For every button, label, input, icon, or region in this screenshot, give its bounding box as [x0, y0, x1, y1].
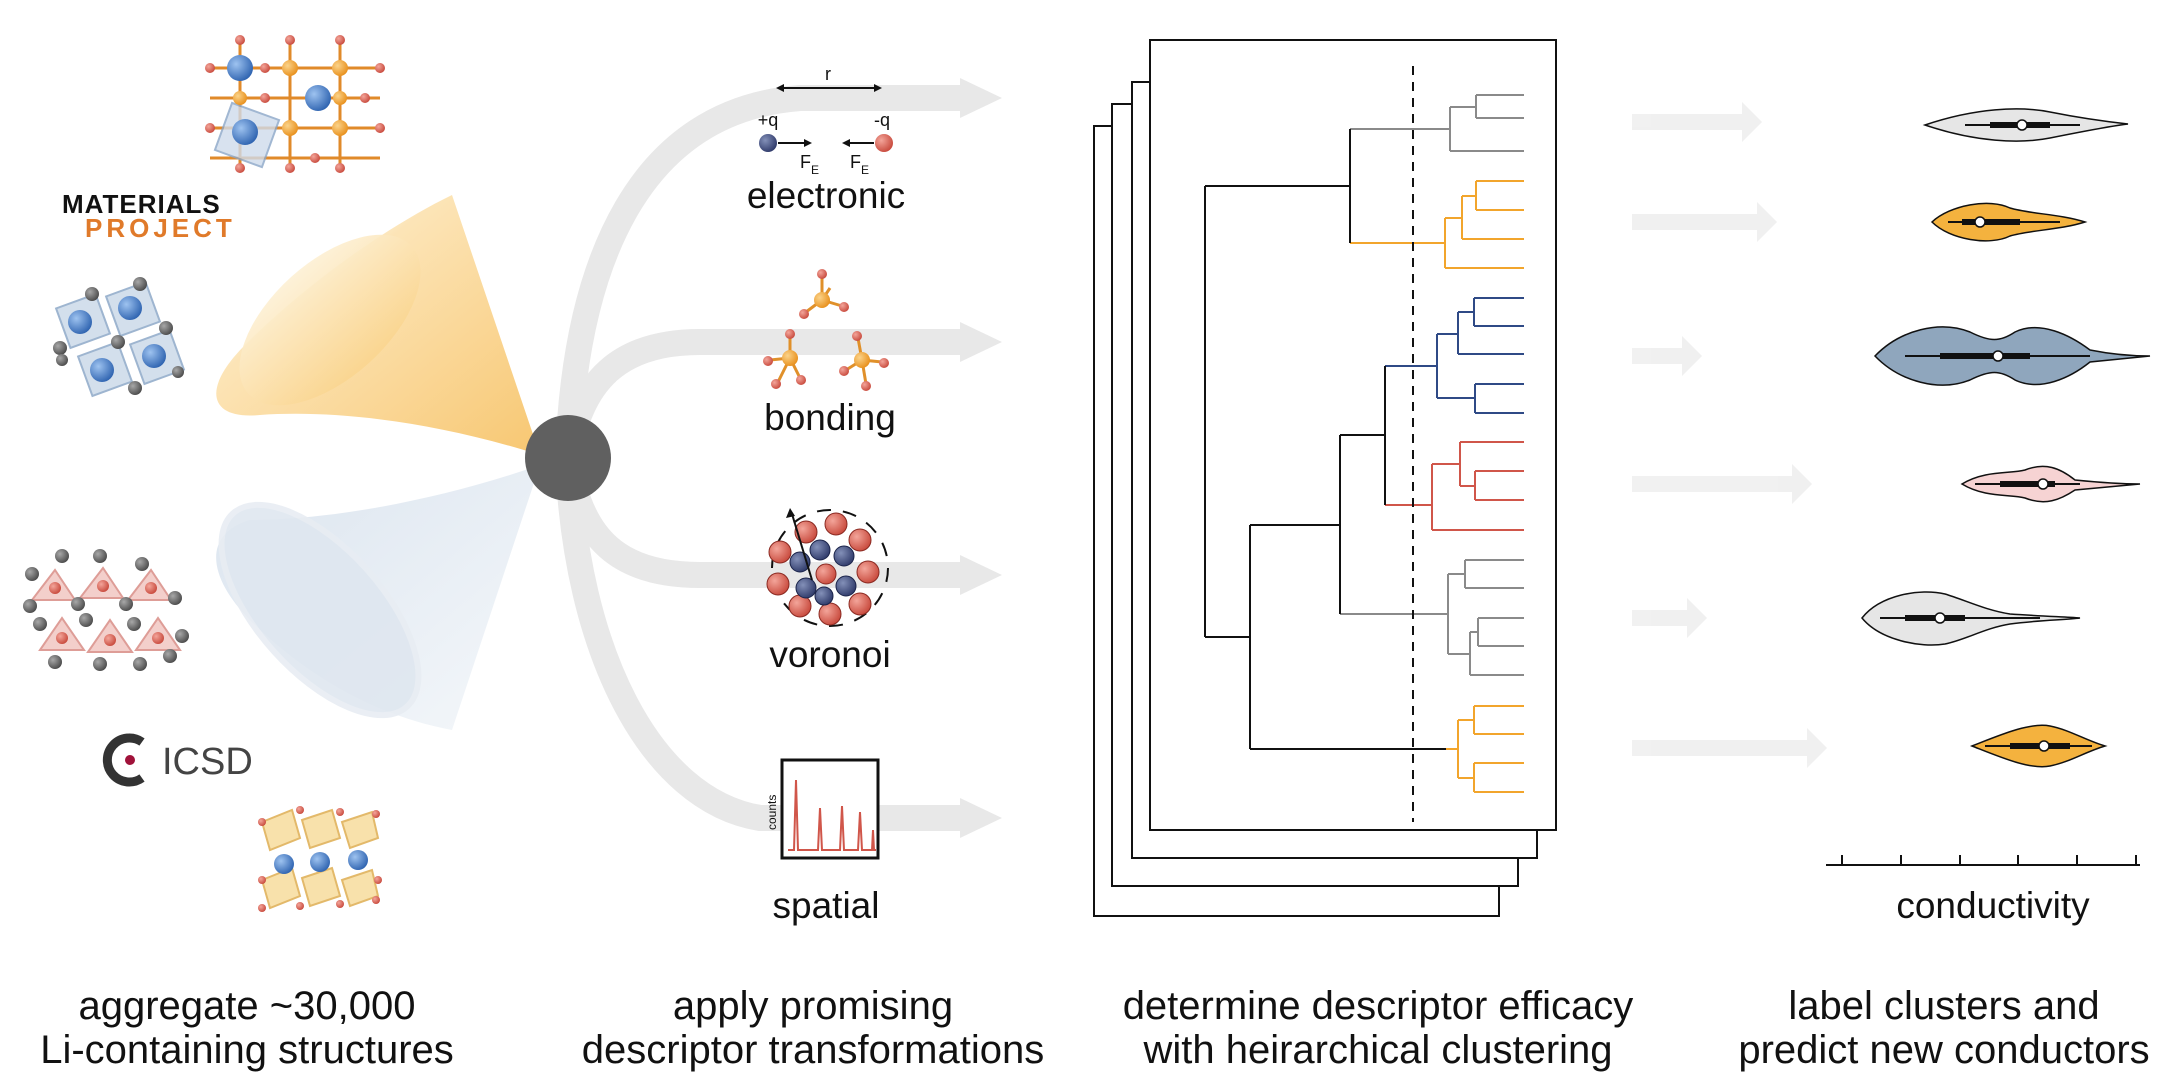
blue-funnel [216, 465, 540, 730]
hub-node [525, 415, 611, 501]
force-label-right: FE [850, 152, 869, 177]
caption-step-3: determine descriptor efficacy with heira… [1123, 984, 1634, 1072]
caption-step-4-line1: label clusters and [1788, 984, 2099, 1028]
icsd-logo: ICSD [102, 733, 253, 787]
spectrum-axis-label: counts [765, 795, 779, 830]
icsd-logo-icon [102, 733, 145, 787]
dendrogram-stack [1093, 39, 1557, 917]
violin-4 [1960, 465, 2141, 503]
octahedra-icon [53, 277, 186, 398]
bond-cluster-icon [763, 269, 889, 391]
caption-step-1-line2: Li-containing structures [40, 1028, 454, 1072]
cluster-arrows [1632, 102, 1827, 768]
violin-3 [1873, 326, 2151, 386]
violin-6 [1969, 724, 2108, 768]
caption-step-2: apply promising descriptor transformatio… [582, 984, 1044, 1072]
caption-step-3-line1: determine descriptor efficacy [1123, 984, 1634, 1028]
conductivity-axis-label: conductivity [1896, 885, 2090, 926]
voronoi-cell-icon [766, 508, 889, 627]
violin-2 [1930, 202, 2088, 242]
layered-structure-icon [23, 549, 189, 671]
negative-charge-label: -q [874, 110, 890, 130]
caption-step-4-line2: predict new conductors [1738, 1028, 2149, 1072]
force-label-left: FE [800, 152, 819, 177]
violin-5 [1861, 591, 2081, 646]
conductivity-axis [1826, 855, 2140, 866]
crystal-structure-icon [205, 35, 385, 173]
distance-label: r [825, 64, 831, 84]
descriptor-spatial: spatial [773, 885, 880, 926]
positive-charge-label: +q [758, 110, 779, 130]
yellow-funnel [216, 195, 540, 455]
caption-step-3-line2: with heirarchical clustering [1142, 1028, 1612, 1072]
icsd-label: ICSD [162, 741, 253, 783]
descriptor-bonding: bonding [764, 397, 896, 438]
dendrogram [1204, 66, 1524, 822]
charge-dipole-icon: r +q -q FE FE [758, 64, 893, 177]
caption-step-2-line1: apply promising [673, 984, 953, 1028]
descriptor-electronic: electronic [747, 175, 905, 216]
materials-project-logo: MATERIALS PROJECT [62, 189, 236, 243]
branch-arrowheads [960, 78, 1002, 838]
descriptor-voronoi: voronoi [769, 634, 890, 675]
violin-plots [1861, 108, 2151, 768]
bottom-structure-icon [258, 806, 382, 912]
materials-project-line1: MATERIALS [62, 189, 221, 219]
caption-step-1: aggregate ~30,000 Li-containing structur… [40, 984, 454, 1072]
violin-1 [1922, 108, 2129, 142]
caption-step-4: label clusters and predict new conductor… [1738, 984, 2149, 1072]
caption-step-2-line2: descriptor transformations [582, 1028, 1044, 1072]
caption-step-1-line1: aggregate ~30,000 [79, 984, 416, 1028]
spectrum-plot-icon: counts [765, 758, 880, 860]
materials-project-line2: PROJECT [85, 213, 236, 243]
